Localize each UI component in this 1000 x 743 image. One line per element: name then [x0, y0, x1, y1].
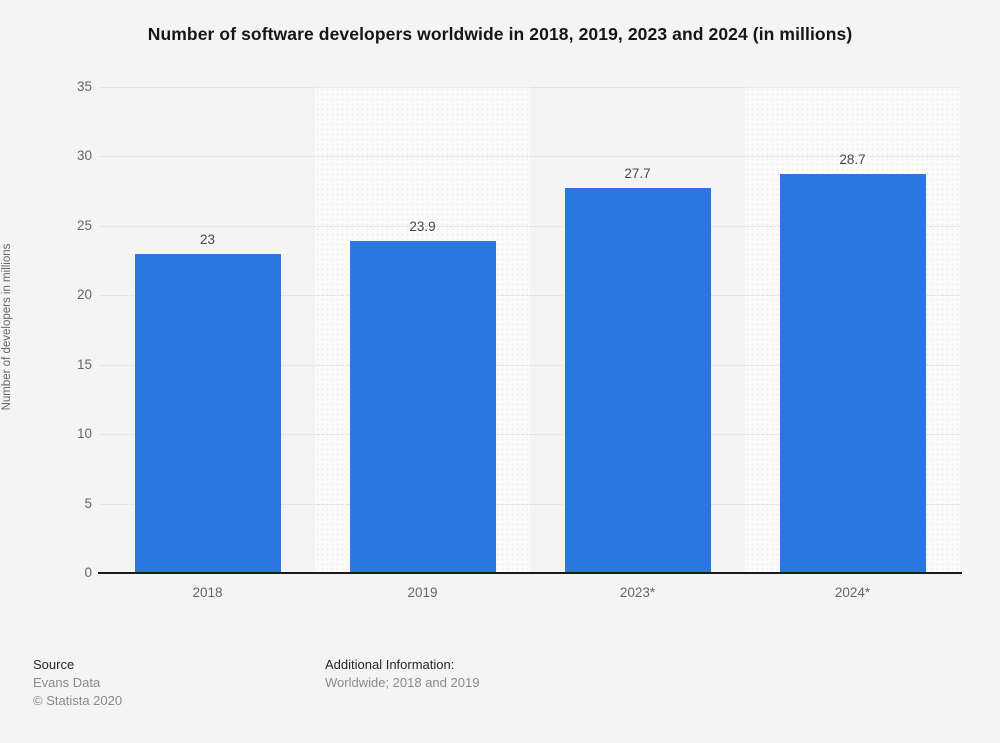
source-label: Source: [33, 657, 75, 672]
x-axis-line: [98, 572, 962, 574]
y-tick-label: 10: [76, 426, 92, 442]
x-category-label: 2023*: [619, 585, 656, 600]
bar-2023*: [564, 188, 711, 573]
gridline: [100, 503, 960, 505]
x-category-label: 2024*: [834, 585, 871, 600]
x-category-label: 2018: [192, 585, 223, 600]
gridline: [100, 225, 960, 227]
y-tick-label: 0: [84, 565, 92, 580]
source-value: Evans Data: [33, 675, 101, 690]
x-category-label: 2019: [407, 585, 438, 600]
gridline: [100, 364, 960, 366]
bar-2018: [134, 253, 281, 573]
gridline: [100, 87, 960, 88]
bar-2019: [349, 241, 496, 573]
source-block: Source Evans Data © Statista 2020: [33, 656, 122, 710]
additional-info-block: Additional Information: Worldwide; 2018 …: [325, 656, 479, 692]
y-tick-label: 35: [76, 79, 92, 94]
bar-value-label: 27.7: [624, 166, 651, 182]
bar-value-label: 28.7: [839, 152, 866, 168]
gridline: [100, 434, 960, 436]
y-tick-label: 15: [76, 356, 92, 372]
y-tick-label: 30: [76, 148, 92, 164]
gridline: [100, 295, 960, 297]
gridline: [100, 156, 960, 158]
bar-value-label: 23: [199, 231, 216, 247]
bar-value-label: 23.9: [409, 219, 436, 235]
additional-info-value: Worldwide; 2018 and 2019: [325, 675, 480, 690]
plot-area: 23 23.9 27.7 28.7: [100, 87, 960, 573]
chart-title: Number of software developers worldwide …: [147, 24, 853, 44]
bar-2024*: [779, 174, 926, 573]
copyright-notice: © Statista 2020: [33, 693, 123, 708]
y-axis-label: Number of developers in millions: [1, 243, 13, 411]
additional-info-label: Additional Information:: [325, 657, 455, 672]
y-tick-label: 5: [84, 495, 92, 511]
y-tick-label: 20: [76, 287, 92, 303]
y-tick-label: 25: [76, 217, 92, 233]
